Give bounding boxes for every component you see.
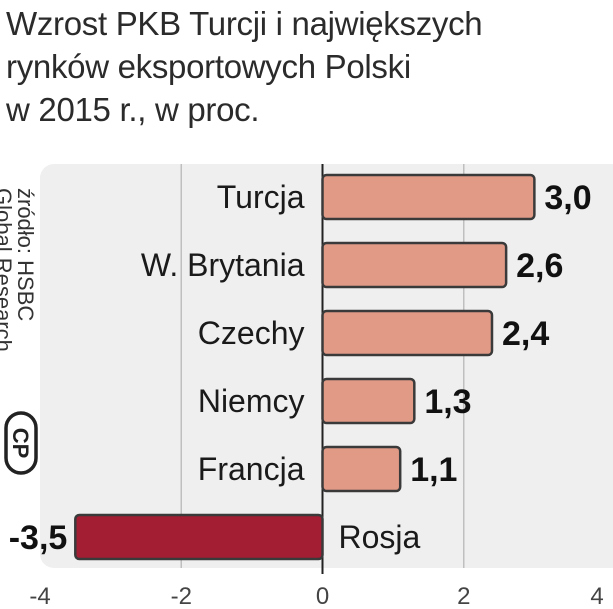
bar-francja [321,445,402,493]
x-tick-label: 0 [316,583,329,609]
bar-turcja [321,173,536,221]
bar-w-brytania [321,241,508,289]
value-label: 1,1 [410,451,457,489]
category-label: Francja [198,451,305,487]
bar-rosja [74,513,324,561]
x-tick-label: -4 [29,583,50,609]
category-label: Niemcy [198,383,305,419]
bar-niemcy [321,377,416,425]
source-line-2: Global Research [0,188,16,352]
cp-logo: CP [4,411,38,475]
x-tick-label: 4 [590,583,603,609]
x-tick-label: 2 [457,583,470,609]
x-tick-label: -2 [171,583,192,609]
category-label: Czechy [198,315,305,351]
title-line-1: Wzrost PKB Turcji i największych [6,5,483,42]
value-label: 3,0 [544,179,591,217]
category-label: Rosja [339,519,421,555]
title-line-2: rynków eksportowych Polski [6,48,411,85]
svg-text:CP: CP [8,428,33,459]
chart-title: Wzrost PKB Turcji i największych rynków … [6,2,606,131]
source-line-1: źródło: HSBC [13,188,38,322]
value-label: 1,3 [424,383,471,421]
category-label: Turcja [217,179,305,215]
title-line-3: w 2015 r., w proc. [6,91,260,128]
value-label: -3,5 [9,519,68,557]
plot-panel [40,164,613,568]
category-label: W. Brytania [141,247,305,283]
bar-czechy [321,309,494,357]
value-label: 2,6 [516,247,563,285]
value-label: 2,4 [502,315,549,353]
